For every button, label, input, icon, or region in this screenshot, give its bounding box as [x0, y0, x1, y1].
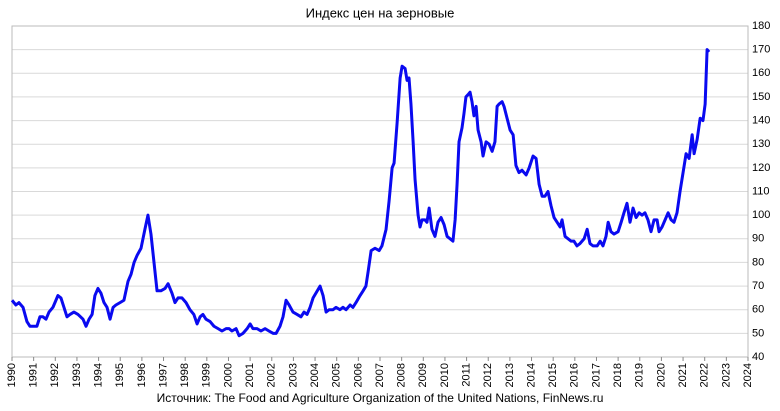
x-tick-label: 1998 [179, 363, 191, 387]
x-tick-label: 1990 [6, 363, 18, 387]
source-note: Источник: The Food and Agriculture Organ… [157, 391, 604, 405]
x-tick-label: 1993 [71, 363, 83, 387]
y-tick-label: 120 [752, 162, 770, 174]
x-tick-label: 1999 [201, 363, 213, 387]
x-tick-label: 2019 [634, 363, 646, 387]
y-tick-label: 140 [752, 114, 770, 126]
data-line [10, 48, 711, 338]
x-tick-label: 2010 [439, 363, 451, 387]
x-tick-label: 2024 [742, 363, 754, 387]
x-tick-label: 2001 [244, 363, 256, 387]
y-tick-label: 50 [752, 327, 764, 339]
x-tick-label: 2015 [547, 363, 559, 387]
y-tick-label: 40 [752, 351, 764, 363]
x-tick-label: 2020 [655, 363, 667, 387]
x-tick-label: 1991 [28, 363, 40, 387]
y-tick-label: 170 [752, 44, 770, 56]
y-tick-label: 180 [752, 20, 770, 32]
x-tick-label: 2013 [504, 363, 516, 387]
y-tick-label: 100 [752, 209, 770, 221]
x-tick-label: 2004 [309, 363, 321, 387]
x-tick-label: 2005 [331, 363, 343, 387]
x-tick-label: 2003 [287, 363, 299, 387]
x-tick-label: 1992 [49, 363, 61, 387]
y-tick-label: 130 [752, 138, 770, 150]
x-tick-label: 1996 [136, 363, 148, 387]
x-tick-label: 2021 [677, 363, 689, 387]
x-tick-label: 2002 [266, 363, 278, 387]
x-tick-label: 2000 [222, 363, 234, 387]
y-tick-label: 160 [752, 67, 770, 79]
y-tick-label: 70 [752, 280, 764, 292]
x-tick-label: 2012 [482, 363, 494, 387]
x-tick-label: 2008 [396, 363, 408, 387]
y-tick-label: 90 [752, 233, 764, 245]
x-tick-label: 2011 [460, 363, 472, 387]
x-tick-label: 2014 [525, 363, 537, 387]
x-tick-label: 1994 [92, 363, 104, 387]
x-tick-label: 2007 [374, 363, 386, 387]
y-tick-label: 150 [752, 91, 770, 103]
x-tick-label: 1995 [114, 363, 126, 387]
y-tick-label: 60 [752, 304, 764, 316]
x-tick-label: 2006 [352, 363, 364, 387]
x-tick-label: 2016 [569, 363, 581, 387]
x-tick-label: 2018 [612, 363, 624, 387]
x-tick-label: 2023 [720, 363, 732, 387]
y-tick-label: 80 [752, 256, 764, 268]
x-tick-label: 2017 [590, 363, 602, 387]
x-tick-label: 1997 [157, 363, 169, 387]
chart-title: Индекс цен на зерновые [306, 5, 455, 20]
x-tick-label: 2009 [417, 363, 429, 387]
y-tick-label: 110 [752, 185, 770, 197]
x-tick-label: 2022 [699, 363, 711, 387]
